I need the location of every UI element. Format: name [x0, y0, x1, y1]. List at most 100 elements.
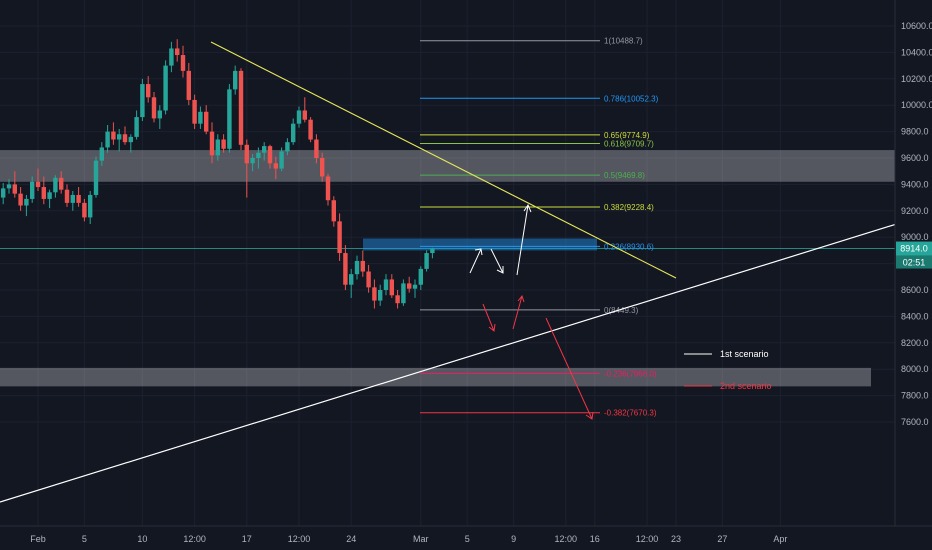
y-tick-label: 8600.0	[901, 285, 929, 295]
drawings	[0, 41, 932, 503]
candle-body	[198, 111, 203, 124]
x-tick-label: 17	[242, 534, 252, 544]
trendline-resistance	[210, 41, 677, 279]
candle-body	[285, 142, 290, 152]
candle-body	[227, 89, 232, 149]
y-tick-label: 10000.0	[901, 100, 932, 110]
x-tick-label: 23	[671, 534, 681, 544]
candle-body	[35, 181, 41, 188]
candles	[0, 39, 435, 309]
y-tick-label: 9600.0	[901, 153, 929, 163]
trendline-support	[0, 212, 932, 503]
x-tick-label: 12:00	[183, 534, 206, 544]
candle-body	[128, 136, 134, 143]
fib-label: 0.236(8930.6)	[604, 242, 654, 251]
zone-0	[0, 150, 895, 182]
candle-body	[41, 187, 47, 199]
candle-body	[343, 253, 348, 285]
candle-body	[406, 283, 412, 289]
candle-body	[134, 117, 139, 137]
candle-body	[82, 202, 87, 218]
x-axis-labels: Feb 5 10 12:00 17 12:00 24 Mar 5 9 12:00 16 12:00 23 2…	[30, 534, 787, 544]
candle-body	[296, 110, 302, 124]
last-price-tag	[896, 241, 932, 256]
candle-body	[302, 110, 308, 120]
candle-body	[87, 194, 93, 218]
candle-body	[348, 274, 354, 285]
y-tick-label: 10400.0	[901, 47, 932, 57]
x-tick-label: 27	[717, 534, 727, 544]
countdown-value: 02:51	[903, 258, 926, 268]
candle-body	[145, 84, 151, 98]
x-tick-label: Mar	[413, 534, 429, 544]
candle-body	[290, 123, 296, 143]
candle-body	[203, 111, 209, 132]
candle-body	[325, 176, 331, 201]
candle-body	[24, 198, 29, 206]
candle-body	[116, 134, 122, 140]
x-tick-label: 24	[346, 534, 356, 544]
y-tick-label: 9200.0	[901, 206, 929, 216]
candle-body	[53, 177, 58, 193]
x-tick-label: Apr	[773, 534, 787, 544]
y-tick-label: 10200.0	[901, 74, 932, 84]
last-price-value: 8914.0	[900, 244, 928, 254]
y-tick-label: 8000.0	[901, 364, 929, 374]
candle-body	[366, 271, 371, 288]
x-tick-label: 12:00	[555, 534, 578, 544]
candle-body	[76, 194, 81, 203]
candle-body	[354, 260, 360, 275]
y-tick-label: 7800.0	[901, 391, 929, 401]
candle-body	[105, 131, 110, 148]
candle-body	[122, 134, 128, 143]
candle-body	[6, 184, 12, 189]
candle-body	[12, 184, 18, 194]
candle-body	[169, 48, 174, 66]
candle-body	[389, 279, 395, 296]
candle-body	[412, 284, 418, 289]
countdown-tag	[896, 255, 932, 269]
candle-body	[58, 177, 64, 190]
candle-body	[47, 192, 52, 199]
y-tick-label: 10600.0	[901, 21, 932, 31]
legend-label: 2nd scenario	[720, 381, 772, 391]
y-tick-label: 9400.0	[901, 179, 929, 189]
candle-body	[430, 248, 435, 254]
price-labels: 8914.0 02:51	[896, 241, 932, 269]
y-tick-label: 8200.0	[901, 338, 929, 348]
fib-label: 0.618(9709.7)	[604, 140, 654, 149]
fib-label: 0.382(9228.4)	[604, 203, 654, 212]
candle-body	[401, 283, 406, 304]
candle-body	[174, 48, 180, 56]
candle-body	[192, 99, 197, 124]
fib-label: 1(10488.7)	[604, 37, 643, 46]
candle-body	[383, 279, 389, 290]
candle-body	[93, 160, 99, 195]
candle-body	[337, 221, 342, 254]
candle-body	[360, 260, 366, 272]
legend: 1st scenario 2nd scenario	[684, 349, 772, 391]
candle-body	[163, 65, 168, 111]
candle-body	[256, 152, 261, 158]
y-tick-label: 8400.0	[901, 311, 929, 321]
y-tick-label: 9800.0	[901, 127, 929, 137]
candle-body	[250, 158, 255, 164]
candle-body	[111, 131, 116, 140]
candle-body	[99, 147, 105, 161]
grid	[0, 0, 895, 526]
candle-body	[0, 188, 6, 198]
y-tick-label: 9000.0	[901, 232, 929, 242]
scenario-1-arrows	[469, 203, 532, 276]
zones	[0, 150, 895, 387]
candle-body	[319, 158, 325, 177]
x-tick-label: 16	[590, 534, 600, 544]
x-tick-label: 5	[465, 534, 470, 544]
x-tick-label: 9	[511, 534, 516, 544]
candle-body	[221, 139, 226, 149]
candle-body	[238, 70, 244, 145]
candle-body	[308, 119, 313, 140]
candle-body	[279, 151, 284, 169]
